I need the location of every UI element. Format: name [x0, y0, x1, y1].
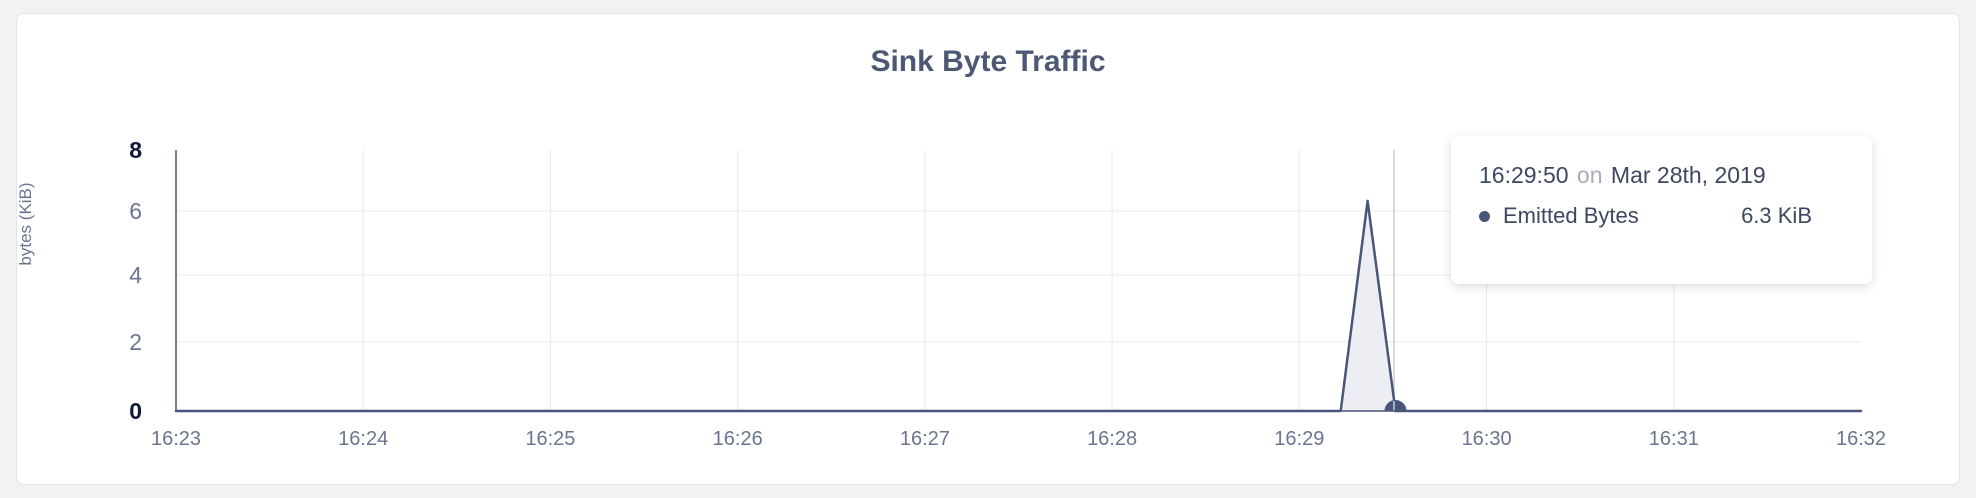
svg-text:16:29: 16:29: [1274, 428, 1324, 450]
svg-text:16:27: 16:27: [900, 428, 950, 450]
svg-text:16:26: 16:26: [713, 428, 763, 450]
svg-text:16:28: 16:28: [1087, 428, 1137, 450]
svg-text:4: 4: [129, 262, 142, 288]
svg-text:8: 8: [129, 137, 142, 163]
svg-text:16:31: 16:31: [1649, 428, 1699, 450]
svg-text:16:25: 16:25: [525, 428, 575, 450]
svg-text:16:30: 16:30: [1462, 428, 1512, 450]
svg-text:6: 6: [129, 198, 142, 224]
svg-text:16:32: 16:32: [1836, 428, 1886, 450]
svg-text:16:24: 16:24: [338, 428, 388, 450]
svg-text:16:23: 16:23: [151, 428, 201, 450]
svg-text:2: 2: [129, 329, 142, 355]
svg-text:0: 0: [129, 398, 142, 424]
